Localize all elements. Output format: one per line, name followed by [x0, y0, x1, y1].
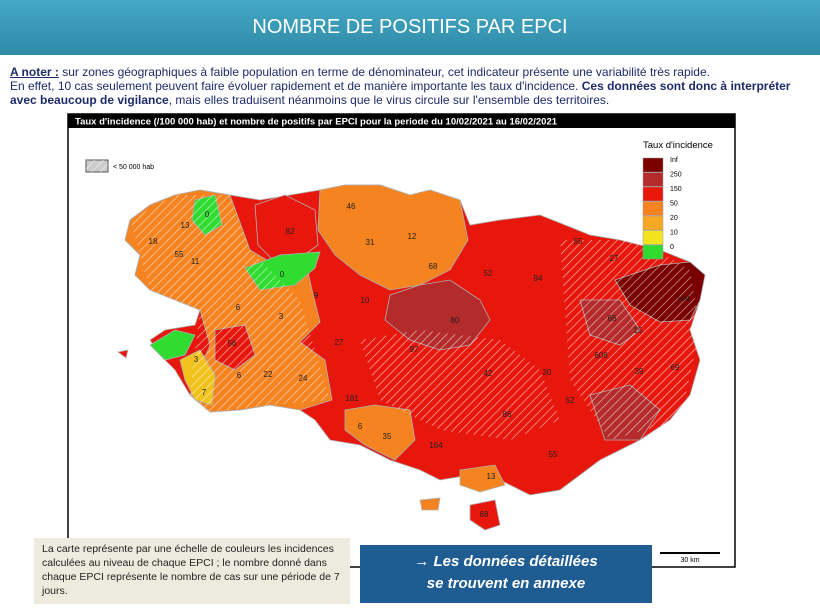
legend-swatch	[642, 172, 664, 187]
note-text: sur zones géographiques à faible populat…	[58, 65, 710, 79]
legend-label: Inf	[670, 157, 678, 164]
region-label: 55	[549, 450, 558, 459]
note-label: A noter :	[10, 65, 59, 79]
region-label: 82	[286, 227, 295, 236]
region-label: 164	[429, 441, 443, 450]
legend-label: 0	[670, 244, 674, 251]
region-label: 6	[358, 422, 363, 431]
region-label: 3	[194, 355, 199, 364]
header-title: NOMBRE DE POSITIFS PAR EPCI	[252, 16, 568, 38]
region-label: 18	[149, 237, 158, 246]
legend-swatch	[642, 215, 664, 231]
region-label: 6	[236, 303, 241, 312]
region-label: 30	[543, 368, 552, 377]
button-text: se trouvent en annexe	[426, 575, 586, 592]
region	[317, 184, 469, 291]
note-text: , mais elles traduisent néanmoins que le…	[168, 93, 610, 107]
legend-label: 50	[670, 201, 678, 208]
region-label: 55	[175, 250, 184, 259]
hatch-legend: < 50 000 hab	[113, 164, 154, 171]
region-label: 27	[335, 338, 344, 347]
region-label: 24	[299, 374, 308, 383]
region-label: 52	[484, 269, 493, 278]
island	[469, 499, 501, 531]
region-label: 68	[480, 510, 489, 519]
legend-swatch	[642, 201, 664, 216]
region-label: 22	[264, 370, 273, 379]
region-label: 68	[429, 262, 438, 271]
region-label: 608	[594, 351, 608, 360]
scale-label: 30 km	[680, 557, 699, 564]
hatch	[360, 330, 560, 440]
region-label: 3	[279, 312, 284, 321]
legend-swatch	[642, 230, 664, 245]
region-label: 13	[487, 472, 496, 481]
note: A noter : sur zones géographiques à faib…	[10, 65, 815, 107]
region-label: 10	[361, 296, 370, 305]
region-label: 46	[347, 202, 356, 211]
region-label: 13	[181, 221, 190, 230]
explanation: La carte représente par une échelle de c…	[34, 538, 350, 604]
region-label: 7	[202, 388, 207, 397]
region-label: 35	[383, 432, 392, 441]
region-label: 27	[610, 254, 619, 263]
hatch	[130, 195, 330, 412]
region-label: 144	[676, 294, 690, 303]
region	[254, 194, 319, 263]
land	[117, 184, 706, 531]
island	[117, 349, 129, 359]
island	[419, 497, 441, 511]
region-label: 42	[484, 369, 493, 378]
region-label: 52	[566, 396, 575, 405]
button-text: → Les données détaillées	[414, 553, 598, 570]
region-label: 181	[345, 394, 359, 403]
region	[344, 404, 416, 461]
header: NOMBRE DE POSITIFS PAR EPCI	[0, 0, 820, 55]
map-title: Taux d'incidence (/100 000 hab) et nombr…	[75, 117, 558, 128]
note-bold: Ces données sont donc à interpréter avec…	[10, 79, 791, 107]
legend-label: 10	[670, 230, 678, 237]
region-label: 66	[608, 314, 617, 323]
region	[149, 329, 196, 361]
region-label: 39	[635, 367, 644, 376]
region-label: 86	[503, 410, 512, 419]
hatch	[560, 240, 700, 440]
region-label: 12	[408, 232, 417, 241]
region-label: 94	[534, 274, 543, 283]
region-label: 97	[410, 345, 419, 354]
legend-label: 20	[670, 215, 678, 222]
legend-swatch	[642, 186, 664, 202]
region-label: 0	[205, 210, 210, 219]
region-label: 9	[314, 291, 319, 300]
legend-swatch	[642, 157, 664, 173]
legend-label: 250	[670, 172, 682, 179]
map-title-bar	[68, 114, 735, 128]
legend-label: 150	[670, 186, 682, 193]
region-label: 15	[634, 326, 643, 335]
region	[459, 464, 506, 493]
annex-button[interactable]: → Les données détaillées se trouvent en a…	[360, 545, 652, 603]
region-label: 11	[191, 257, 200, 266]
region-label: 0	[280, 270, 285, 279]
region-label: 80	[451, 316, 460, 325]
region-label: 69	[671, 363, 680, 372]
region-label: 56	[228, 339, 237, 348]
hatch-swatch	[86, 160, 108, 172]
legend-title: Taux d'incidence	[643, 140, 713, 151]
region-label: 31	[366, 238, 375, 247]
region-label: 6	[237, 371, 242, 380]
note-text: En effet, 10 cas seulement peuvent faire…	[10, 79, 582, 93]
legend-swatch	[642, 244, 664, 260]
region-label: 55	[574, 237, 583, 246]
